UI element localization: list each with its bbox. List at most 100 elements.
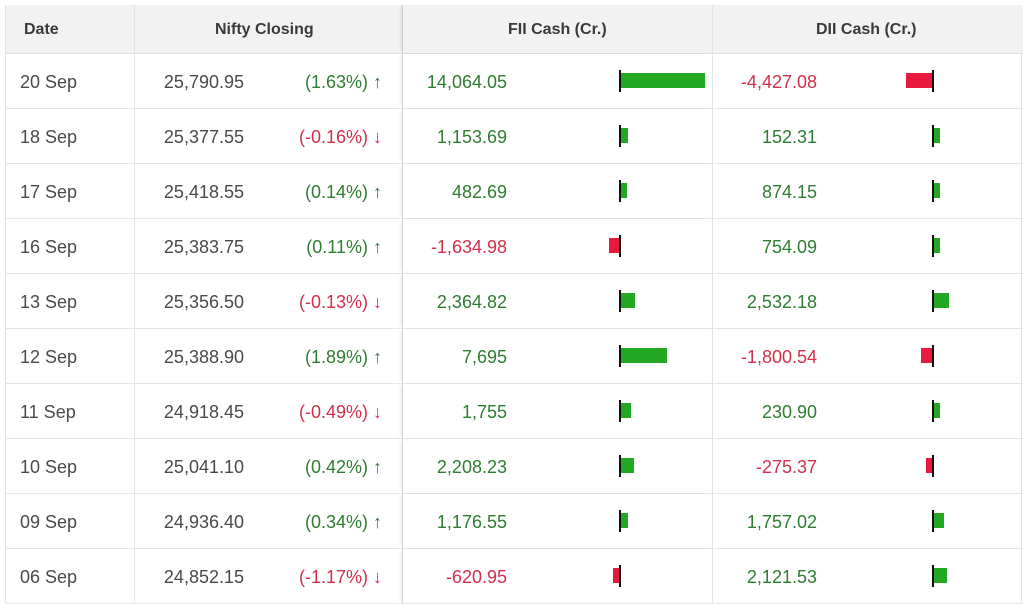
table-row: 11 Sep 24,918.45 (-0.49%) ↓ 1,755 230.90 — [6, 384, 1023, 439]
table-row: 18 Sep 25,377.55 (-0.16%) ↓ 1,153.69 152.31 — [6, 109, 1023, 164]
dii-cash: 230.90 — [712, 384, 1023, 438]
nifty-cell: 25,418.55 (0.14%) ↑ — [134, 164, 402, 218]
dii-cash: -275.37 — [712, 439, 1023, 493]
dii-cash-bar — [921, 348, 932, 363]
dii-cash: -1,800.54 — [712, 329, 1023, 383]
dii-cash-value: 2,121.53 — [746, 567, 817, 587]
dii-cash-axis — [932, 510, 934, 532]
date-cell: 20 Sep — [6, 54, 134, 108]
nifty-closing-value: 25,041.10 — [163, 457, 244, 477]
fii-cash: -620.95 — [402, 549, 712, 603]
dii-cash-bar — [934, 513, 944, 528]
date-text: 18 Sep — [20, 127, 78, 147]
fii-cash-value: 1,176.55 — [436, 512, 507, 532]
table-row: 13 Sep 25,356.50 (-0.13%) ↓ 2,364.82 2,532.1… — [6, 274, 1023, 329]
nifty-cell: 25,388.90 (1.89%) ↑ — [134, 329, 402, 383]
dii-cash-value: 874.15 — [761, 182, 817, 202]
header-date-cell: Date — [6, 5, 134, 53]
fii-dii-table: Date Nifty Closing FII Cash (Cr.) DII Ca… — [5, 5, 1023, 604]
fii-cash-value: -1,634.98 — [430, 237, 507, 257]
header-nifty-cell: Nifty Closing — [134, 5, 402, 53]
dii-cash: 2,532.18 — [712, 274, 1023, 328]
dii-cash-axis — [932, 455, 934, 477]
table-row: 06 Sep 24,852.15 (-1.17%) ↓ -620.95 2,121.53 — [6, 549, 1023, 604]
fii-cash: 2,208.23 — [402, 439, 712, 493]
fii-cash-value: 14,064.05 — [426, 72, 507, 92]
nifty-change: (1.89%) ↑ — [305, 347, 382, 368]
fii-cash-bar — [621, 128, 628, 143]
dii-cash-value: 230.90 — [761, 402, 817, 422]
nifty-change-percent: (-0.49%) — [298, 402, 368, 422]
fii-cash-bar — [621, 458, 634, 473]
nifty-closing-value: 24,918.45 — [163, 402, 244, 422]
dii-cash-axis — [932, 125, 934, 147]
fii-cash: -1,634.98 — [402, 219, 712, 273]
dii-cash: 874.15 — [712, 164, 1023, 218]
nifty-change: (0.42%) ↑ — [305, 457, 382, 478]
nifty-cell: 25,383.75 (0.11%) ↑ — [134, 219, 402, 273]
table-row: 12 Sep 25,388.90 (1.89%) ↑ 7,695 -1,800.54 — [6, 329, 1023, 384]
dii-cash: 1,757.02 — [712, 494, 1023, 548]
nifty-cell: 24,918.45 (-0.49%) ↓ — [134, 384, 402, 438]
arrow-up-icon: ↑ — [373, 182, 382, 202]
header-fii: FII Cash (Cr.) — [508, 21, 607, 38]
date-text: 12 Sep — [20, 347, 78, 367]
fii-cash-axis — [619, 235, 621, 257]
fii-cash: 1,176.55 — [402, 494, 712, 548]
header-fii-cell: FII Cash (Cr.) — [402, 5, 712, 53]
date-text: 06 Sep — [20, 567, 78, 587]
dii-cash-value: 2,532.18 — [746, 292, 817, 312]
dii-cash: 152.31 — [712, 109, 1023, 163]
table-row: 10 Sep 25,041.10 (0.42%) ↑ 2,208.23 -275.37 — [6, 439, 1023, 494]
dii-cash-bar — [934, 183, 940, 198]
table-row: 16 Sep 25,383.75 (0.11%) ↑ -1,634.98 754.09 — [6, 219, 1023, 274]
fii-cash: 1,755 — [402, 384, 712, 438]
nifty-closing-value: 25,383.75 — [163, 237, 244, 257]
nifty-change: (-0.13%) ↓ — [299, 292, 382, 313]
dii-cash-axis — [932, 290, 934, 312]
nifty-change: (-0.16%) ↓ — [299, 127, 382, 148]
arrow-up-icon: ↑ — [373, 347, 382, 367]
dii-cash-value: -4,427.08 — [740, 72, 817, 92]
date-cell: 13 Sep — [6, 274, 134, 328]
dii-cash-axis — [932, 345, 934, 367]
fii-cash-axis — [619, 125, 621, 147]
fii-cash-axis — [619, 345, 621, 367]
dii-cash-value: 1,757.02 — [746, 512, 817, 532]
header-nifty: Nifty Closing — [215, 21, 314, 38]
date-text: 17 Sep — [20, 182, 78, 202]
nifty-closing-value: 24,936.40 — [163, 512, 244, 532]
nifty-change: (0.14%) ↑ — [305, 182, 382, 203]
date-cell: 16 Sep — [6, 219, 134, 273]
nifty-change-percent: (0.14%) — [304, 182, 368, 202]
nifty-cell: 25,356.50 (-0.13%) ↓ — [134, 274, 402, 328]
nifty-change-percent: (-1.17%) — [298, 567, 368, 587]
nifty-change-percent: (-0.16%) — [298, 127, 368, 147]
table-row: 09 Sep 24,936.40 (0.34%) ↑ 1,176.55 1,757.02 — [6, 494, 1023, 549]
nifty-closing-value: 25,790.95 — [163, 72, 244, 92]
dii-cash-value: -275.37 — [755, 457, 817, 477]
date-cell: 18 Sep — [6, 109, 134, 163]
dii-cash-bar — [934, 238, 940, 253]
dii-cash: 754.09 — [712, 219, 1023, 273]
nifty-change-percent: (-0.13%) — [298, 292, 368, 312]
dii-cash-axis — [932, 400, 934, 422]
date-text: 09 Sep — [20, 512, 78, 532]
nifty-change: (1.63%) ↑ — [305, 72, 382, 93]
fii-cash-value: 482.69 — [451, 182, 507, 202]
dii-cash-value: -1,800.54 — [740, 347, 817, 367]
fii-cash-value: 1,755 — [461, 402, 507, 422]
dii-cash-bar — [934, 403, 940, 418]
table-row: 17 Sep 25,418.55 (0.14%) ↑ 482.69 874.15 — [6, 164, 1023, 219]
date-cell: 10 Sep — [6, 439, 134, 493]
date-text: 16 Sep — [20, 237, 78, 257]
fii-cash-bar — [621, 348, 667, 363]
nifty-change-percent: (0.42%) — [304, 457, 368, 477]
nifty-cell: 25,790.95 (1.63%) ↑ — [134, 54, 402, 108]
date-text: 10 Sep — [20, 457, 78, 477]
fii-cash-value: 7,695 — [461, 347, 507, 367]
nifty-change: (-1.17%) ↓ — [299, 567, 382, 588]
dii-cash: 2,121.53 — [712, 549, 1023, 603]
date-cell: 11 Sep — [6, 384, 134, 438]
nifty-change-percent: (0.11%) — [306, 237, 368, 257]
